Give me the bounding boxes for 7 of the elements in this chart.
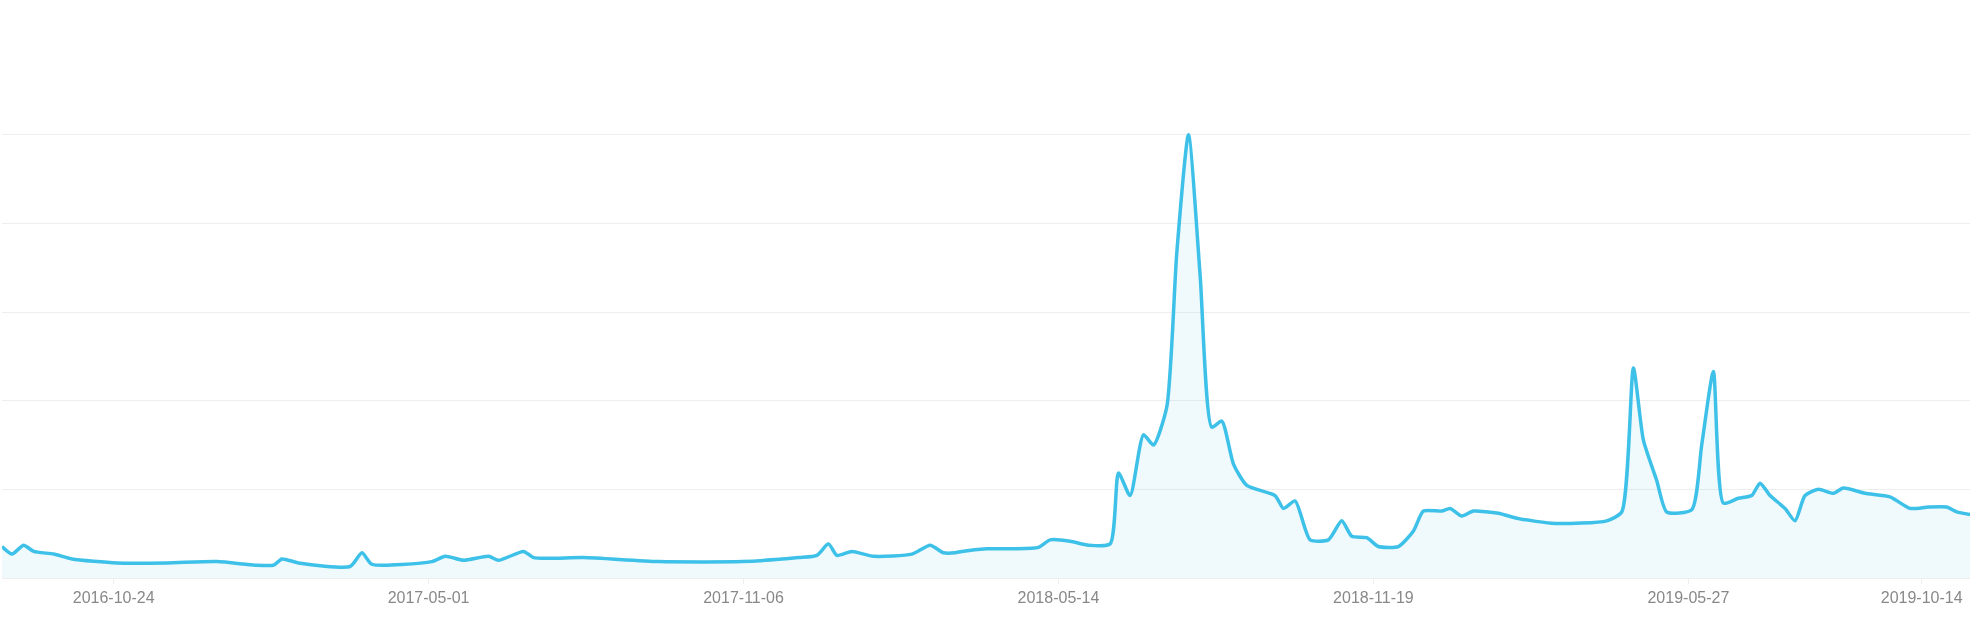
x-tick-label: 2016-10-24 [72,589,155,607]
x-tick-label: 2017-11-06 [703,589,784,607]
x-tick-label: 2018-05-14 [1017,589,1100,607]
x-tick-label: 2018-11-19 [1333,589,1414,607]
x-tick-label: 2019-10-14 [1880,589,1963,607]
x-tick-label: 2019-05-27 [1647,589,1730,607]
x-tick-label: 2017-05-01 [387,589,470,607]
